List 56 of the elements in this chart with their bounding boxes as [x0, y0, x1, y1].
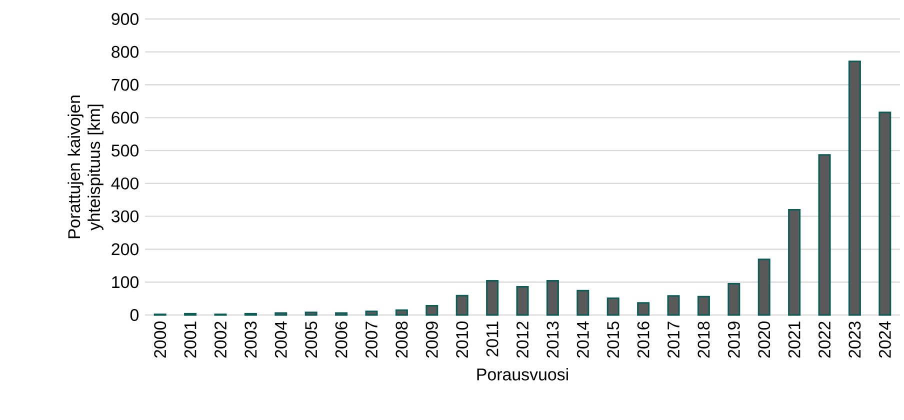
y-tick-label: 600	[112, 112, 138, 124]
y-tick-label: 300	[112, 210, 138, 222]
bar	[848, 60, 861, 316]
bar	[788, 209, 801, 316]
y-tick-label: 400	[111, 177, 138, 190]
bar	[758, 258, 770, 316]
x-tick-label: 2018	[698, 322, 710, 358]
bar	[818, 154, 831, 316]
bar	[426, 305, 438, 316]
x-tick-label: 2006	[335, 322, 348, 358]
x-tick-label: 2002	[214, 322, 227, 358]
x-tick-label: 2009	[426, 322, 438, 358]
bar	[637, 302, 650, 316]
y-tick-label: 100	[112, 276, 138, 288]
x-tick-label: 2016	[637, 322, 650, 358]
bar	[667, 295, 680, 316]
x-tick-label: 2010	[456, 322, 468, 358]
x-tick-label: 2004	[274, 321, 287, 358]
bar	[516, 286, 529, 316]
bar	[456, 294, 468, 316]
y-tick-label: 700	[112, 78, 138, 91]
y-tick-label: 800	[112, 46, 138, 58]
bar	[546, 280, 559, 316]
bar	[576, 290, 590, 316]
x-tick-label: 2014	[576, 321, 589, 358]
bar	[697, 296, 710, 316]
x-tick-label: 2017	[668, 322, 680, 358]
bar	[878, 112, 892, 316]
bar	[395, 309, 408, 316]
y-tick-label: 500	[112, 144, 138, 157]
bar	[728, 283, 740, 316]
y-tick-label: 200	[112, 243, 138, 256]
x-tick-label: 2012	[516, 322, 529, 358]
y-tick-label: 0	[130, 309, 139, 321]
bar	[304, 312, 318, 316]
x-tick-label: 2007	[366, 322, 378, 358]
bar	[486, 280, 499, 316]
y-axis-title: Porattujen kaivojen yhteispituus [km]	[68, 96, 104, 238]
x-tick-label: 2024	[878, 321, 891, 358]
x-tick-label: 2022	[818, 322, 831, 358]
x-axis-title: Porausvuosi	[477, 368, 568, 380]
x-tick-label: 2008	[396, 322, 408, 358]
y-tick-label: 900	[112, 13, 138, 26]
x-tick-label: 2015	[607, 322, 620, 358]
bar	[606, 297, 620, 316]
x-tick-label: 2013	[546, 322, 559, 358]
x-tick-label: 2011	[486, 322, 498, 356]
x-tick-label: 2021	[788, 322, 800, 358]
x-tick-label: 2003	[244, 322, 257, 358]
x-tick-label: 2000	[154, 322, 166, 358]
x-tick-label: 2001	[184, 322, 196, 358]
x-tick-label: 2020	[758, 322, 770, 358]
x-tick-label: 2023	[848, 322, 861, 358]
x-tick-label: 2005	[305, 322, 318, 358]
bar	[365, 310, 378, 316]
x-tick-label: 2019	[728, 322, 740, 358]
